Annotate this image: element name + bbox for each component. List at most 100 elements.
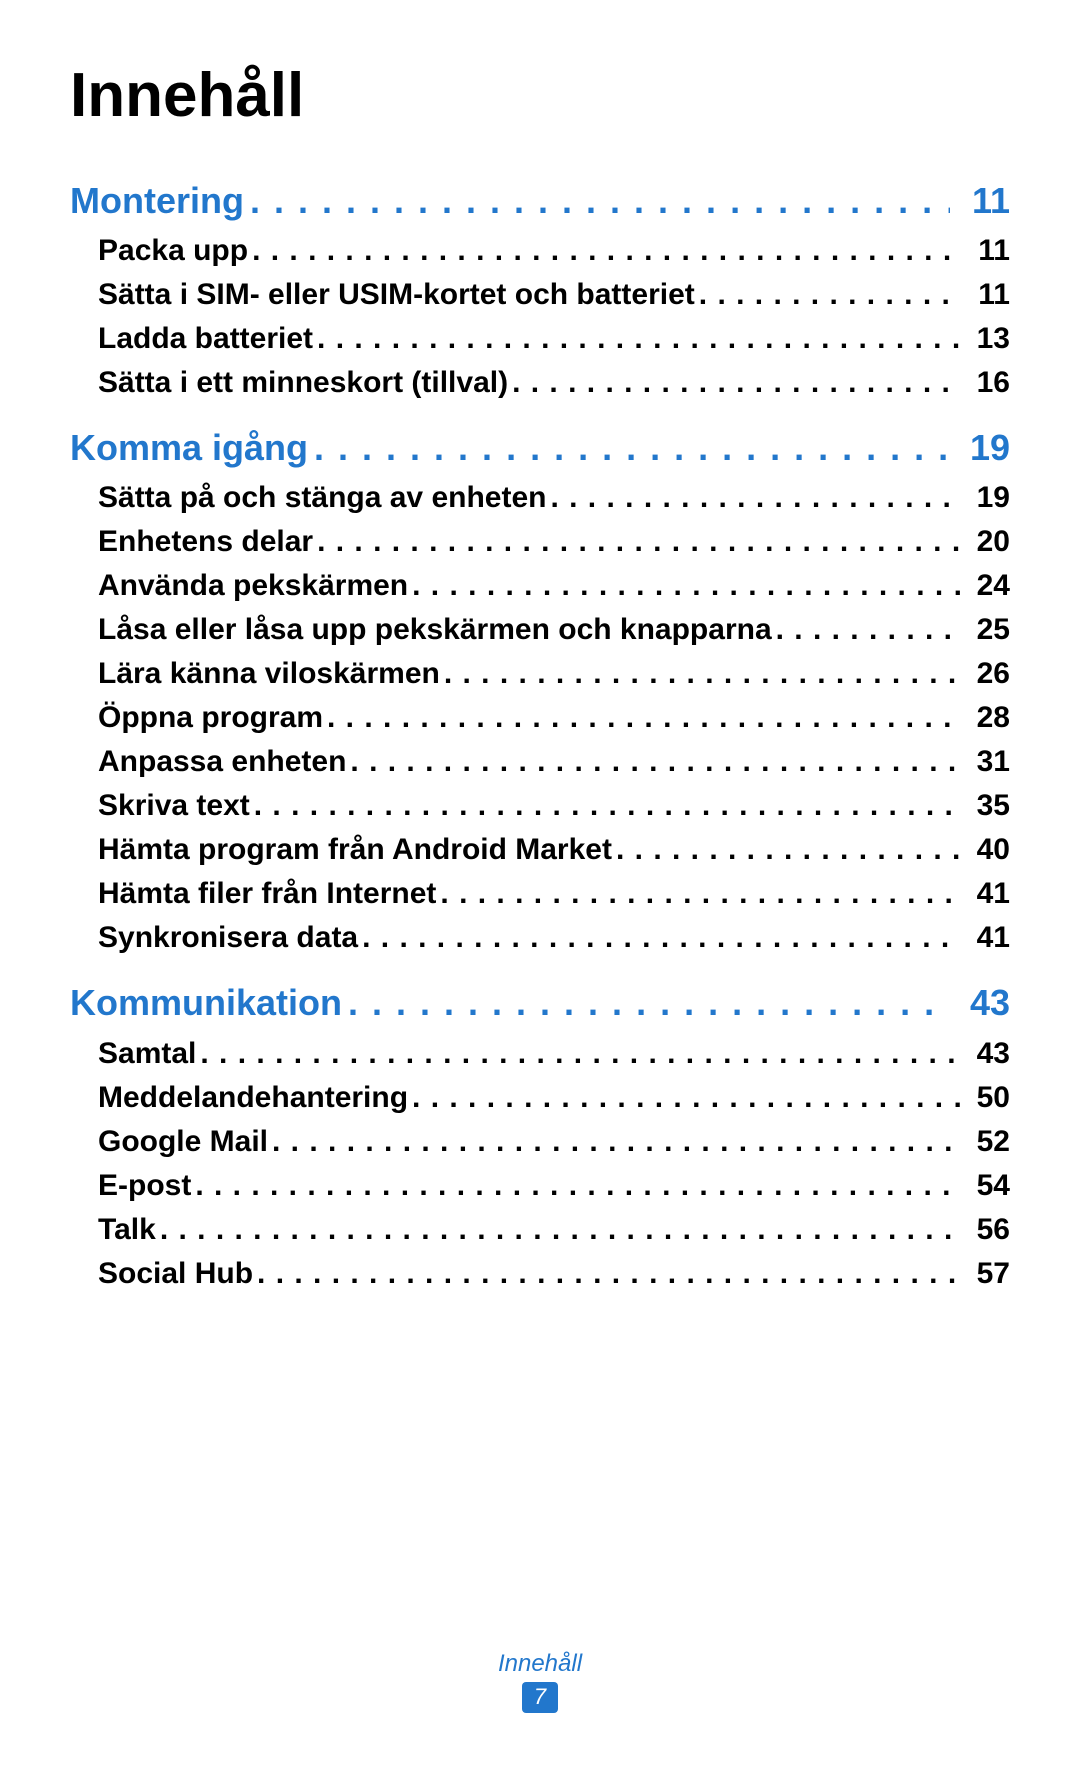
toc-item-page: 52 (960, 1127, 1010, 1157)
toc-item-label: Anpassa enheten (98, 747, 346, 777)
toc-section-label: Komma igång (70, 426, 308, 469)
toc-item-label: Social Hub (98, 1259, 253, 1289)
toc-leader-dots: . . . . . . . . . . . . . . . . . . . . … (546, 483, 960, 513)
toc-item-page: 11 (960, 280, 1010, 310)
toc-item-label: Sätta i ett minneskort (tillval) (98, 368, 508, 398)
toc-item-page: 35 (960, 791, 1010, 821)
toc-leader-dots: . . . . . . . . . . . . . . . . . . . . … (695, 280, 960, 310)
toc-item[interactable]: Google Mail . . . . . . . . . . . . . . … (70, 1127, 1010, 1157)
toc-item-page: 54 (960, 1171, 1010, 1201)
toc-item[interactable]: Lära känna viloskärmen . . . . . . . . .… (70, 659, 1010, 689)
toc-item[interactable]: Sätta i SIM- eller USIM-kortet och batte… (70, 280, 1010, 310)
toc-item[interactable]: Synkronisera data . . . . . . . . . . . … (70, 923, 1010, 953)
toc-item-label: Lära känna viloskärmen (98, 659, 440, 689)
toc-item-page: 28 (960, 703, 1010, 733)
toc-item-page: 19 (960, 483, 1010, 513)
toc-item-page: 40 (960, 835, 1010, 865)
toc-leader-dots: . . . . . . . . . . . . . . . . . . . . … (342, 981, 950, 1024)
toc-item[interactable]: Samtal . . . . . . . . . . . . . . . . .… (70, 1039, 1010, 1069)
toc-item-page: 16 (960, 368, 1010, 398)
toc-section-page: 19 (950, 426, 1010, 469)
toc-leader-dots: . . . . . . . . . . . . . . . . . . . . … (308, 426, 950, 469)
toc-item-label: Samtal (98, 1039, 196, 1069)
toc-item-label: Hämta filer från Internet (98, 879, 436, 909)
toc-container: Montering . . . . . . . . . . . . . . . … (70, 179, 1010, 1289)
toc-leader-dots: . . . . . . . . . . . . . . . . . . . . … (191, 1171, 960, 1201)
toc-leader-dots: . . . . . . . . . . . . . . . . . . . . … (408, 1083, 960, 1113)
toc-item-label: Meddelandehantering (98, 1083, 408, 1113)
toc-leader-dots: . . . . . . . . . . . . . . . . . . . . … (772, 615, 960, 645)
toc-leader-dots: . . . . . . . . . . . . . . . . . . . . … (346, 747, 960, 777)
toc-leader-dots: . . . . . . . . . . . . . . . . . . . . … (440, 659, 960, 689)
toc-item-page: 31 (960, 747, 1010, 777)
toc-item-label: Google Mail (98, 1127, 268, 1157)
toc-item-label: E-post (98, 1171, 191, 1201)
toc-section-label: Montering (70, 179, 244, 222)
toc-section-label: Kommunikation (70, 981, 342, 1024)
toc-item-page: 26 (960, 659, 1010, 689)
toc-leader-dots: . . . . . . . . . . . . . . . . . . . . … (436, 879, 960, 909)
toc-item-label: Öppna program (98, 703, 323, 733)
toc-item[interactable]: Sätta på och stänga av enheten . . . . .… (70, 483, 1010, 513)
toc-leader-dots: . . . . . . . . . . . . . . . . . . . . … (253, 1259, 960, 1289)
toc-item[interactable]: Ladda batteriet . . . . . . . . . . . . … (70, 324, 1010, 354)
toc-item-page: 57 (960, 1259, 1010, 1289)
page-title: Innehåll (70, 60, 1010, 131)
footer-page-number: 7 (522, 1682, 558, 1713)
toc-item-label: Enhetens delar (98, 527, 313, 557)
toc-item-label: Hämta program från Android Market (98, 835, 612, 865)
toc-leader-dots: . . . . . . . . . . . . . . . . . . . . … (244, 179, 950, 222)
toc-leader-dots: . . . . . . . . . . . . . . . . . . . . … (250, 791, 960, 821)
toc-item[interactable]: Öppna program . . . . . . . . . . . . . … (70, 703, 1010, 733)
toc-item[interactable]: Enhetens delar . . . . . . . . . . . . .… (70, 527, 1010, 557)
toc-page: Innehåll Montering . . . . . . . . . . .… (0, 0, 1080, 1771)
toc-leader-dots: . . . . . . . . . . . . . . . . . . . . … (612, 835, 960, 865)
toc-item-label: Talk (98, 1215, 156, 1245)
toc-leader-dots: . . . . . . . . . . . . . . . . . . . . … (323, 703, 960, 733)
toc-leader-dots: . . . . . . . . . . . . . . . . . . . . … (156, 1215, 960, 1245)
toc-item-label: Skriva text (98, 791, 250, 821)
toc-item[interactable]: Social Hub . . . . . . . . . . . . . . .… (70, 1259, 1010, 1289)
toc-item-page: 43 (960, 1039, 1010, 1069)
toc-leader-dots: . . . . . . . . . . . . . . . . . . . . … (196, 1039, 960, 1069)
toc-item-label: Packa upp (98, 236, 248, 266)
toc-section[interactable]: Montering . . . . . . . . . . . . . . . … (70, 179, 1010, 222)
toc-item[interactable]: Talk . . . . . . . . . . . . . . . . . .… (70, 1215, 1010, 1245)
toc-section[interactable]: Komma igång . . . . . . . . . . . . . . … (70, 426, 1010, 469)
toc-leader-dots: . . . . . . . . . . . . . . . . . . . . … (508, 368, 960, 398)
toc-item[interactable]: Packa upp . . . . . . . . . . . . . . . … (70, 236, 1010, 266)
toc-item[interactable]: Skriva text . . . . . . . . . . . . . . … (70, 791, 1010, 821)
toc-section[interactable]: Kommunikation . . . . . . . . . . . . . … (70, 981, 1010, 1024)
toc-item-label: Sätta på och stänga av enheten (98, 483, 546, 513)
toc-leader-dots: . . . . . . . . . . . . . . . . . . . . … (313, 527, 960, 557)
toc-item[interactable]: E-post . . . . . . . . . . . . . . . . .… (70, 1171, 1010, 1201)
toc-item-page: 41 (960, 879, 1010, 909)
toc-item-page: 13 (960, 324, 1010, 354)
toc-leader-dots: . . . . . . . . . . . . . . . . . . . . … (313, 324, 960, 354)
toc-item[interactable]: Använda pekskärmen . . . . . . . . . . .… (70, 571, 1010, 601)
toc-item[interactable]: Låsa eller låsa upp pekskärmen och knapp… (70, 615, 1010, 645)
toc-item-label: Låsa eller låsa upp pekskärmen och knapp… (98, 615, 772, 645)
toc-leader-dots: . . . . . . . . . . . . . . . . . . . . … (248, 236, 960, 266)
toc-section-page: 11 (950, 179, 1010, 222)
toc-item-page: 24 (960, 571, 1010, 601)
toc-item-label: Använda pekskärmen (98, 571, 408, 601)
toc-item-page: 56 (960, 1215, 1010, 1245)
toc-leader-dots: . . . . . . . . . . . . . . . . . . . . … (358, 923, 960, 953)
toc-item[interactable]: Anpassa enheten . . . . . . . . . . . . … (70, 747, 1010, 777)
toc-item-page: 41 (960, 923, 1010, 953)
toc-leader-dots: . . . . . . . . . . . . . . . . . . . . … (268, 1127, 960, 1157)
toc-item[interactable]: Hämta program från Android Market . . . … (70, 835, 1010, 865)
toc-leader-dots: . . . . . . . . . . . . . . . . . . . . … (408, 571, 960, 601)
toc-item-page: 20 (960, 527, 1010, 557)
toc-section-page: 43 (950, 981, 1010, 1024)
toc-item[interactable]: Meddelandehantering . . . . . . . . . . … (70, 1083, 1010, 1113)
toc-item-page: 25 (960, 615, 1010, 645)
page-footer: Innehåll 7 (0, 1650, 1080, 1713)
toc-item[interactable]: Sätta i ett minneskort (tillval) . . . .… (70, 368, 1010, 398)
toc-item-label: Ladda batteriet (98, 324, 313, 354)
toc-item[interactable]: Hämta filer från Internet . . . . . . . … (70, 879, 1010, 909)
toc-item-label: Sätta i SIM- eller USIM-kortet och batte… (98, 280, 695, 310)
toc-item-page: 50 (960, 1083, 1010, 1113)
toc-item-label: Synkronisera data (98, 923, 358, 953)
